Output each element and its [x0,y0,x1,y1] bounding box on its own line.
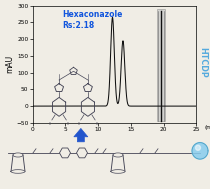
Polygon shape [59,148,71,158]
Text: Hexaconazole
Rs:2.18: Hexaconazole Rs:2.18 [62,10,122,30]
Ellipse shape [13,153,23,157]
Ellipse shape [11,170,25,173]
Bar [157,9,165,121]
Polygon shape [196,145,201,150]
Ellipse shape [113,153,123,157]
FancyArrowPatch shape [74,129,88,142]
Polygon shape [192,143,208,159]
Polygon shape [76,148,88,158]
Text: HTCDP: HTCDP [198,46,207,77]
Y-axis label: mAU: mAU [5,55,14,73]
Ellipse shape [111,170,125,173]
Text: (min): (min) [204,125,210,130]
